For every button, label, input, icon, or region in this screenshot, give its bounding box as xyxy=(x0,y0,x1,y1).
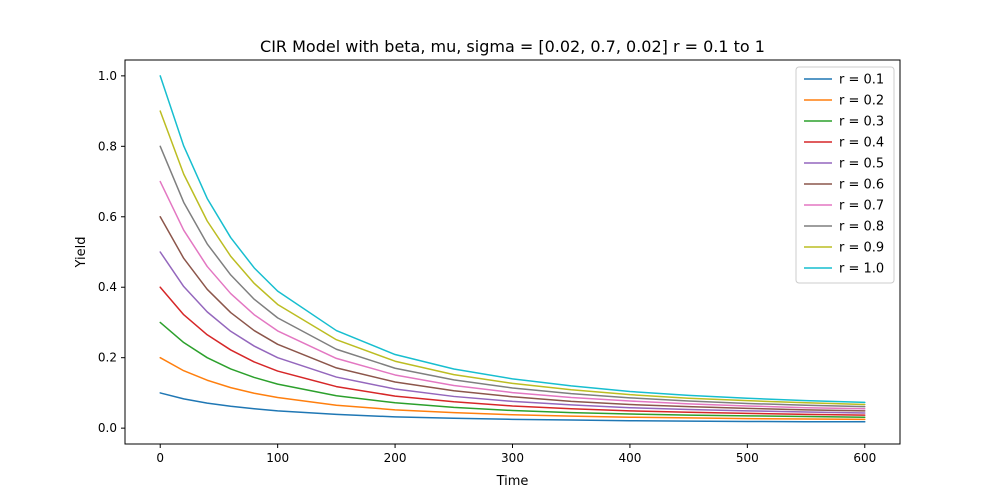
x-tick-label: 0 xyxy=(156,451,164,465)
legend-label: r = 0.8 xyxy=(839,220,884,235)
series-line-3 xyxy=(159,321,866,418)
legend-label: r = 0.9 xyxy=(839,241,884,256)
y-tick-label: 0.8 xyxy=(98,139,117,153)
x-tick-label: 200 xyxy=(384,451,407,465)
y-tick-label: 0.4 xyxy=(98,280,117,294)
legend-label: r = 1.0 xyxy=(839,262,884,277)
x-tick-label: 100 xyxy=(266,451,289,465)
y-tick-label: 0.2 xyxy=(98,351,117,365)
series-line-10 xyxy=(159,75,866,404)
x-tick-label: 400 xyxy=(618,451,641,465)
x-axis: 0 100 200 300 400 500 600 xyxy=(156,444,876,465)
x-tick-label: 300 xyxy=(501,451,524,465)
series-line-1 xyxy=(159,392,866,423)
series-line-8 xyxy=(159,145,866,408)
legend-label: r = 0.4 xyxy=(839,136,884,151)
y-axis-label: Yield xyxy=(74,237,89,269)
y-axis: 0.0 0.2 0.4 0.6 0.8 1.0 xyxy=(98,69,125,435)
plot-area: 0 100 200 300 400 500 600 0.0 0.2 0.4 0.6 0.8 1.0 xyxy=(98,59,901,465)
legend-label: r = 0.6 xyxy=(839,178,884,193)
series-line-6 xyxy=(159,216,866,412)
legend-label: r = 0.3 xyxy=(839,115,884,130)
series-layer xyxy=(159,75,866,423)
legend-label: r = 0.5 xyxy=(839,157,884,172)
x-tick-label: 600 xyxy=(853,451,876,465)
x-tick-label: 500 xyxy=(736,451,759,465)
series-line-9 xyxy=(159,110,866,406)
legend-label: r = 0.1 xyxy=(839,73,884,88)
y-tick-label: 0.0 xyxy=(98,421,117,435)
chart-title: CIR Model with beta, mu, sigma = [0.02, … xyxy=(260,37,765,56)
series-line-7 xyxy=(159,180,866,410)
legend-label: r = 0.7 xyxy=(839,199,884,214)
legend: r = 0.1 r = 0.2 r = 0.3 r = 0.4 r = 0.5 r = 0… xyxy=(795,66,895,284)
series-line-4 xyxy=(159,286,866,416)
legend-label: r = 0.2 xyxy=(839,94,884,109)
x-axis-label: Time xyxy=(496,474,529,489)
y-tick-label: 1.0 xyxy=(98,69,117,83)
series-line-5 xyxy=(159,251,866,414)
series-line-2 xyxy=(159,356,866,421)
y-tick-label: 0.6 xyxy=(98,210,117,224)
